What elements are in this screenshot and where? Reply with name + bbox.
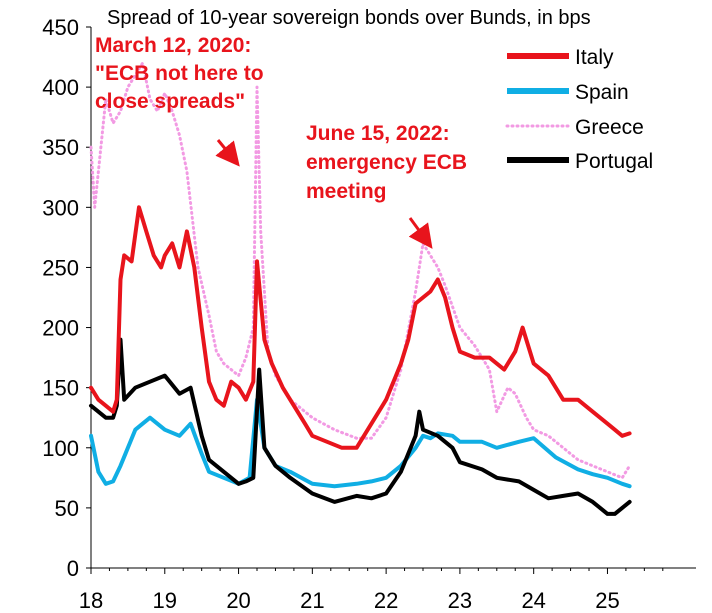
y-tick-label: 450: [42, 15, 79, 40]
annotation-2-line: June 15, 2022:: [306, 122, 450, 145]
y-tick-label: 200: [42, 316, 79, 341]
annotation-2-line: emergency ECB: [306, 151, 467, 174]
annotation-1-arrow: [215, 139, 240, 167]
annotations: March 12, 2020: "ECB not here to close spr…: [95, 34, 467, 249]
x-tick-label: 23: [448, 588, 472, 613]
axes: 0 50 100 150 200 250 300 350 400 450 18 19 20 21 22 23 2…: [42, 15, 696, 613]
annotation-1-line: close spreads": [95, 90, 245, 113]
x-tick-label: 25: [595, 588, 619, 613]
y-tick-label: 350: [42, 135, 79, 160]
y-tick-label: 250: [42, 255, 79, 280]
y-tick-label: 300: [42, 195, 79, 220]
x-tick-label: 20: [226, 588, 250, 613]
legend-label-italy: Italy: [575, 46, 614, 69]
annotation-2-arrow: [408, 217, 433, 249]
x-tick-label: 24: [521, 588, 545, 613]
annotation-1-line: "ECB not here to: [95, 62, 264, 85]
y-tick-label: 50: [55, 496, 79, 521]
x-tick-label: 21: [300, 588, 324, 613]
x-tick-label: 19: [153, 588, 177, 613]
annotation-1-line: March 12, 2020:: [95, 34, 251, 57]
legend-label-portugal: Portugal: [575, 150, 653, 173]
series-line-spain: [89, 397, 632, 489]
x-tick-label: 18: [79, 588, 103, 613]
series-line-italy: [89, 205, 632, 450]
legend-label-greece: Greece: [575, 116, 644, 139]
series-layer: [89, 61, 632, 516]
y-tick-label: 400: [42, 75, 79, 100]
series-line-portugal: [89, 337, 632, 516]
y-tick-label: 0: [67, 556, 79, 581]
chart-title: Spread of 10-year sovereign bonds over B…: [107, 7, 591, 29]
legend-label-spain: Spain: [575, 81, 629, 104]
y-tick-label: 150: [42, 376, 79, 401]
annotation-2-line: meeting: [306, 180, 387, 203]
legend: Italy Spain Greece Portugal: [505, 46, 653, 173]
y-tick-label: 100: [42, 436, 79, 461]
x-tick-label: 22: [374, 588, 398, 613]
